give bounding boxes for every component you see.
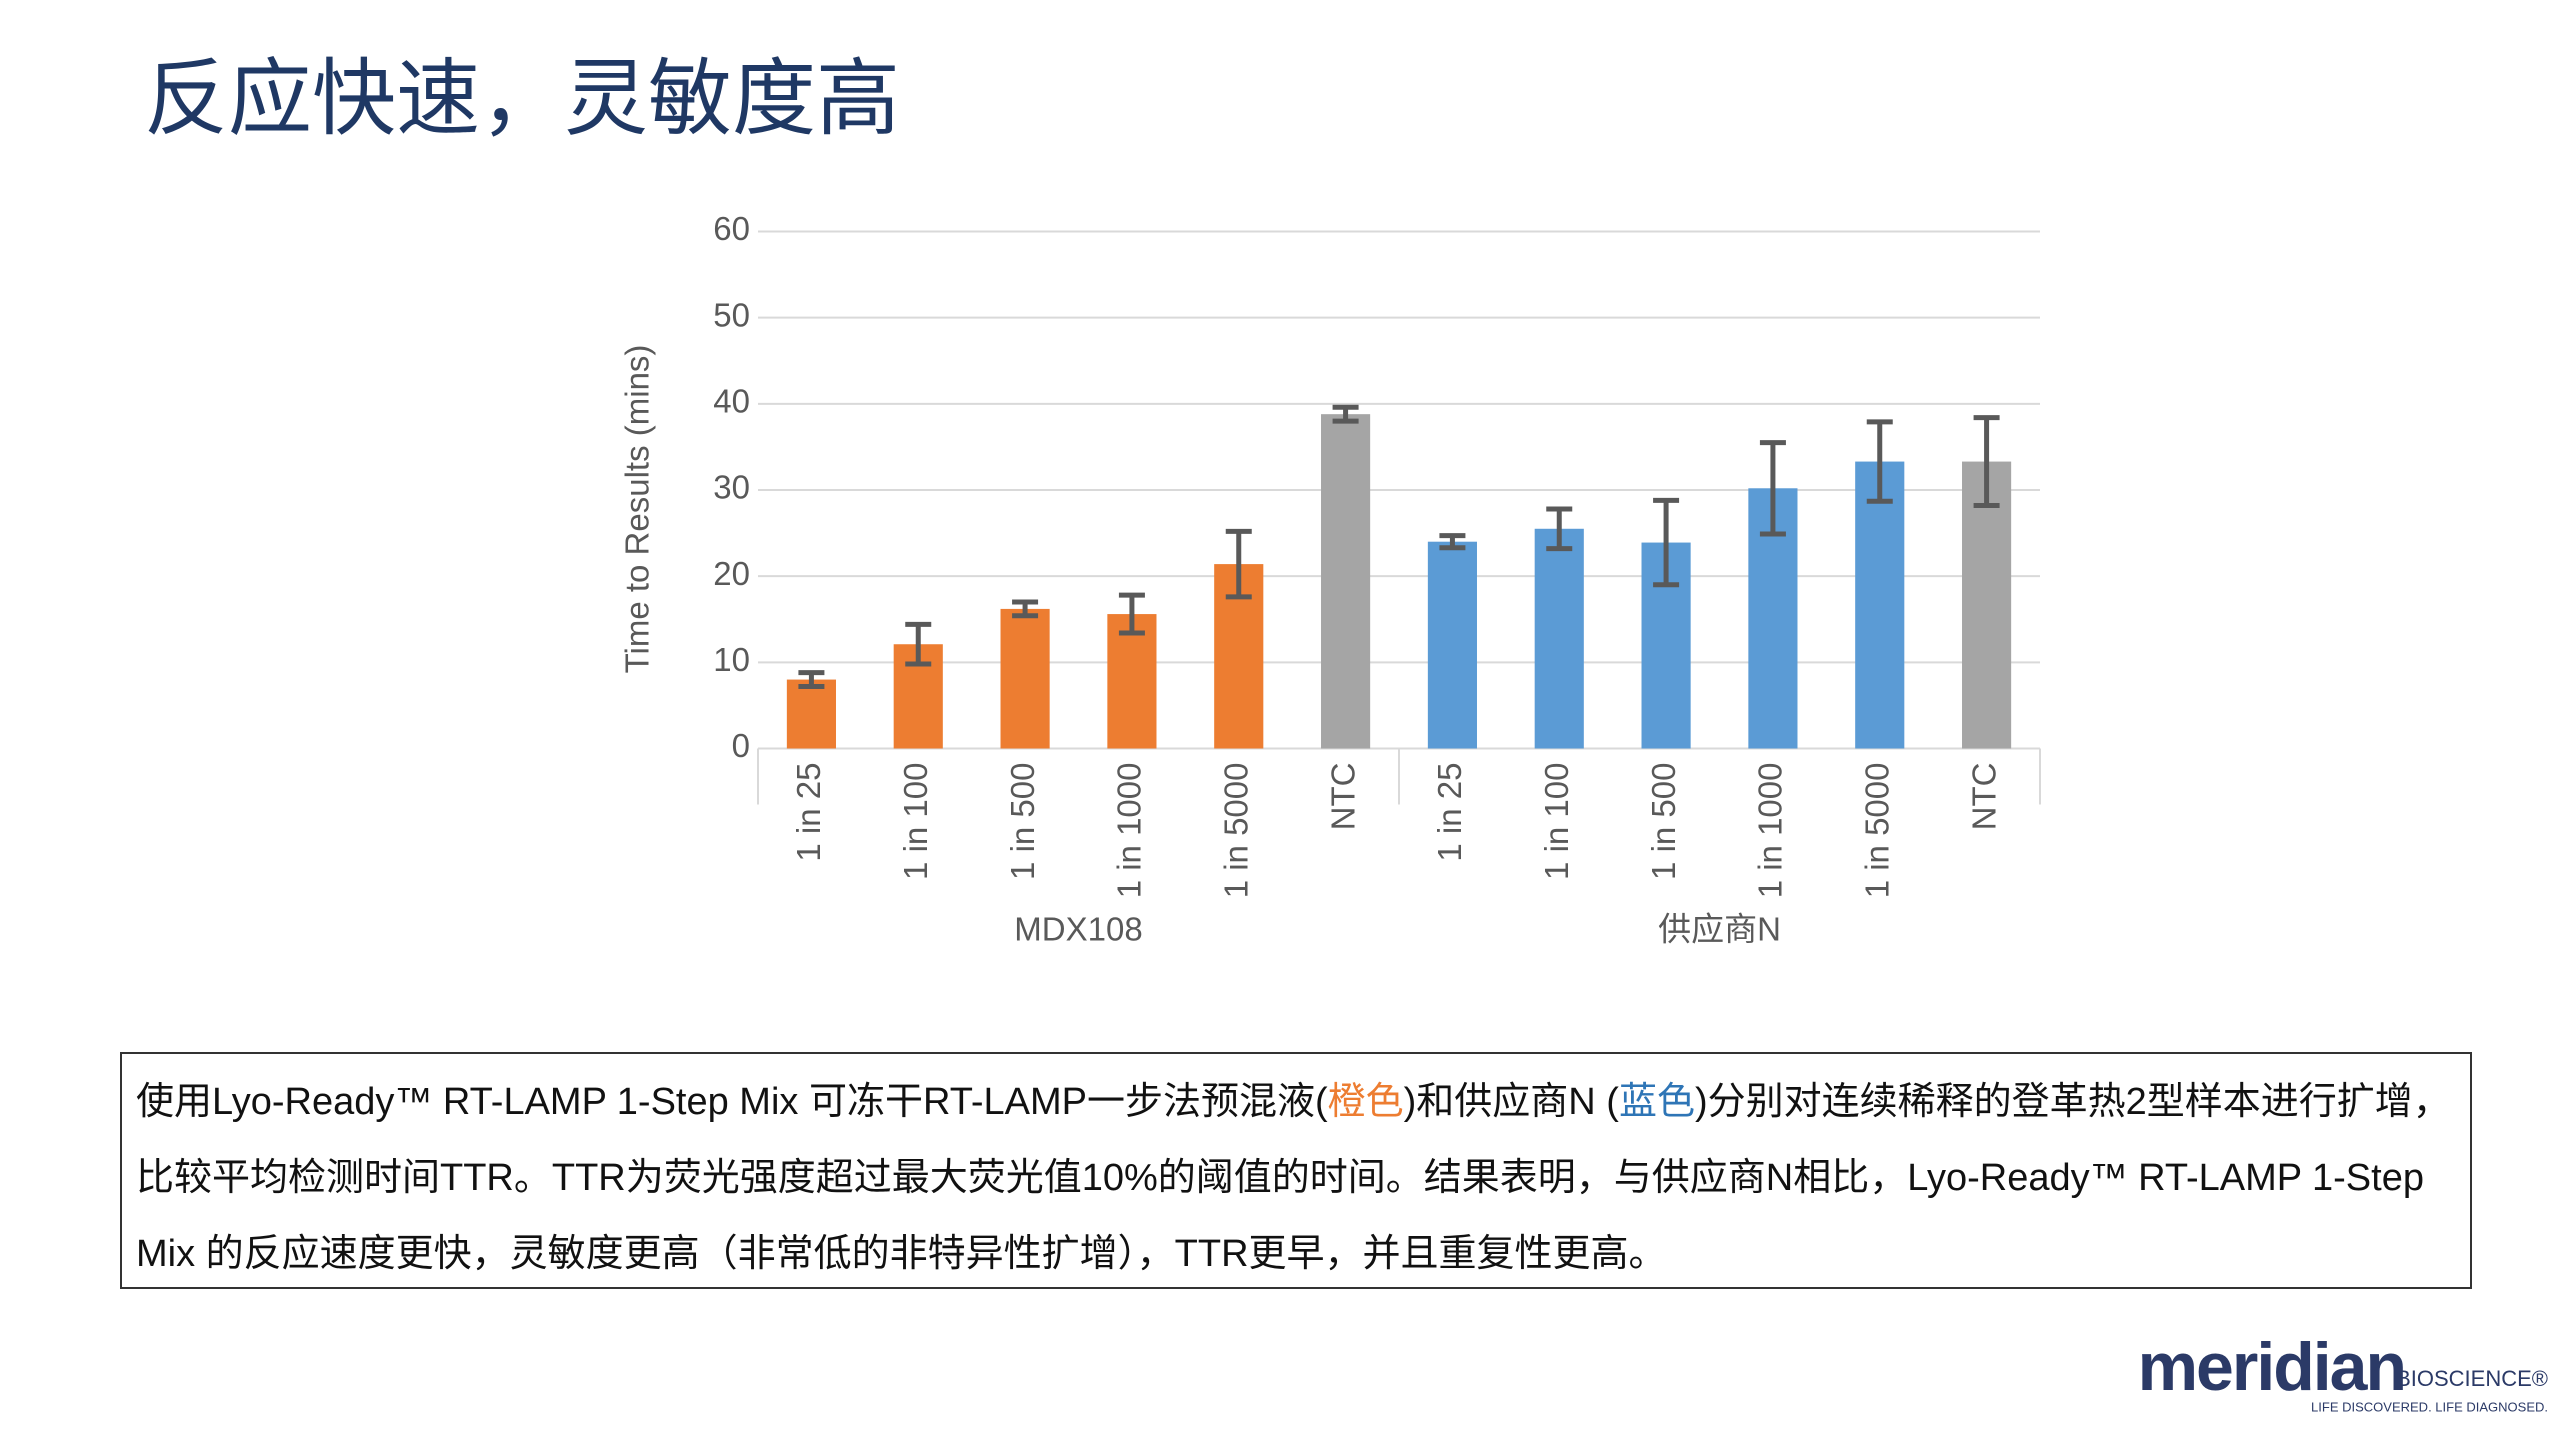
- caption-text: )分别对连续稀释的登革热2型样本进行扩增，比较平均检测时间TTR。TTR为荧光强…: [136, 1081, 2451, 1275]
- y-tick-label: 50: [713, 296, 750, 333]
- error-bar: [1118, 592, 1145, 636]
- error-bar: [1546, 506, 1573, 552]
- bar: [786, 679, 836, 749]
- caption-text: )和供应商N (: [1403, 1081, 1619, 1123]
- highlight-text: 橙色: [1327, 1081, 1404, 1123]
- x-tick-label: 1 in 1000: [1111, 763, 1148, 899]
- x-tick-label: 1 in 100: [897, 763, 934, 880]
- x-tick-label: 1 in 500: [1645, 763, 1682, 880]
- y-tick-label: 20: [713, 555, 750, 592]
- group-label: MDX108: [1014, 911, 1142, 948]
- x-tick-label: 1 in 5000: [1217, 763, 1254, 899]
- bar: [1534, 528, 1584, 749]
- y-tick-label: 0: [732, 727, 750, 764]
- caption-text: 使用Lyo-Ready™ RT-LAMP 1-Step Mix 可冻干RT-LA…: [136, 1081, 1328, 1123]
- slide-title: 反应快速，灵敏度高: [144, 53, 900, 146]
- group-label: 供应商N: [1658, 911, 1781, 948]
- x-tick-label: 1 in 100: [1538, 763, 1575, 880]
- y-tick-label: 40: [713, 383, 750, 420]
- x-tick-label: NTC: [1324, 763, 1361, 831]
- y-tick-label: 30: [713, 469, 750, 506]
- x-tick-label: 1 in 1000: [1752, 763, 1789, 899]
- x-tick-label: 1 in 25: [1431, 763, 1468, 862]
- error-bar: [1225, 528, 1252, 600]
- bar: [1855, 461, 1905, 749]
- error-bar: [1439, 533, 1466, 551]
- bar: [1000, 608, 1050, 749]
- logo-suffix: BIOSCIENCE®: [2396, 1366, 2548, 1391]
- caption-box: 使用Lyo-Ready™ RT-LAMP 1-Step Mix 可冻干RT-LA…: [120, 1052, 2472, 1289]
- error-bar: [905, 621, 932, 667]
- x-tick-label: 1 in 25: [790, 763, 827, 862]
- bar: [1107, 614, 1157, 749]
- y-axis-title: Time to Results (mins): [619, 345, 656, 674]
- error-bar: [798, 670, 825, 689]
- bar: [1321, 414, 1371, 749]
- bar: [1962, 461, 2012, 749]
- x-tick-label: 1 in 500: [1004, 763, 1041, 880]
- y-tick-label: 10: [713, 641, 750, 678]
- x-tick-label: NTC: [1965, 763, 2002, 831]
- logo-name: meridian: [2138, 1329, 2405, 1405]
- y-tick-label: 60: [713, 210, 750, 247]
- error-bar: [1973, 415, 2000, 509]
- error-bar: [1866, 419, 1893, 504]
- error-bar: [1012, 599, 1039, 619]
- error-bar: [1332, 404, 1359, 424]
- error-bar: [1759, 440, 1786, 537]
- bar: [1427, 541, 1477, 749]
- logo-tagline: LIFE DISCOVERED. LIFE DIAGNOSED.: [2311, 1399, 2548, 1414]
- x-tick-label: 1 in 5000: [1858, 763, 1895, 899]
- error-bar: [1653, 497, 1680, 588]
- highlight-text: 蓝色: [1618, 1081, 1695, 1123]
